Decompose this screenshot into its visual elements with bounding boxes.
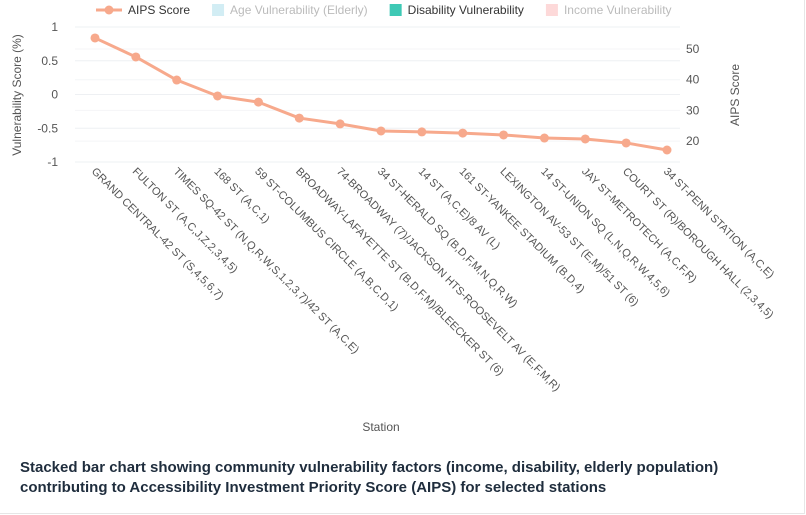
legend-swatch[interactable]	[389, 4, 402, 16]
aips-score-point[interactable]	[539, 133, 549, 143]
y2-tick-label: 50	[686, 42, 700, 56]
aips-score-point[interactable]	[172, 75, 182, 85]
aips-score-point[interactable]	[294, 113, 304, 123]
x-tick-label: TIMES SQ-42 ST (N,Q,R,W,S,1,2,3,7)/42 ST…	[171, 166, 362, 357]
legend-item-label[interactable]: AIPS Score	[128, 3, 190, 17]
aips-score-point[interactable]	[131, 52, 141, 62]
x-tick-label: 59 ST-COLUMBUS CIRCLE (A,B,C,D,1)	[252, 166, 400, 314]
x-axis-label: Station	[362, 420, 399, 434]
chart: 1 0.5 0 -0.5 -1 50 40 30 20 Vulnerability Score (…	[10, 3, 776, 434]
y2-tick-label: 20	[686, 134, 700, 148]
legend-swatch[interactable]	[545, 4, 558, 16]
y-tick-label: -1	[47, 155, 58, 169]
aips-score-point[interactable]	[90, 33, 100, 43]
aips-score-point[interactable]	[213, 91, 223, 101]
legend-item-label[interactable]: Age Vulnerability (Elderly)	[230, 3, 368, 17]
legend-item-label[interactable]: Disability Vulnerability	[408, 3, 524, 17]
y-tick-label: -0.5	[37, 121, 58, 135]
aips-score-point[interactable]	[621, 138, 631, 148]
aips-score-point[interactable]	[253, 97, 263, 107]
aips-score-point[interactable]	[376, 126, 386, 136]
y-tick-label: 0.5	[41, 54, 58, 68]
aips-score-point[interactable]	[335, 119, 345, 129]
x-tick-label: 14 ST (A,C,E)/8 AV (L)	[416, 166, 502, 252]
legend-swatch[interactable]	[212, 4, 225, 16]
y-tick-label: 1	[51, 20, 58, 34]
aips-score-point[interactable]	[458, 128, 468, 138]
aips-score-point[interactable]	[662, 145, 672, 155]
y2-tick-label: 30	[686, 103, 700, 117]
legend-marker[interactable]	[104, 5, 114, 15]
y2-tick-label: 40	[686, 73, 700, 87]
y-tick-label: 0	[51, 88, 58, 102]
y2-axis-label: AIPS Score	[728, 64, 742, 126]
legend-item-label[interactable]: Income Vulnerability	[564, 3, 672, 17]
aips-score-point[interactable]	[417, 127, 427, 137]
x-tick-label: COURT ST (R)/BOROUGH HALL (2,3,4,5)	[620, 166, 776, 322]
chart-caption: Stacked bar chart showing community vuln…	[20, 459, 719, 496]
y-axis-label: Vulnerability Score (%)	[10, 34, 24, 156]
aips-score-point[interactable]	[580, 134, 590, 144]
aips-score-point[interactable]	[499, 130, 509, 140]
